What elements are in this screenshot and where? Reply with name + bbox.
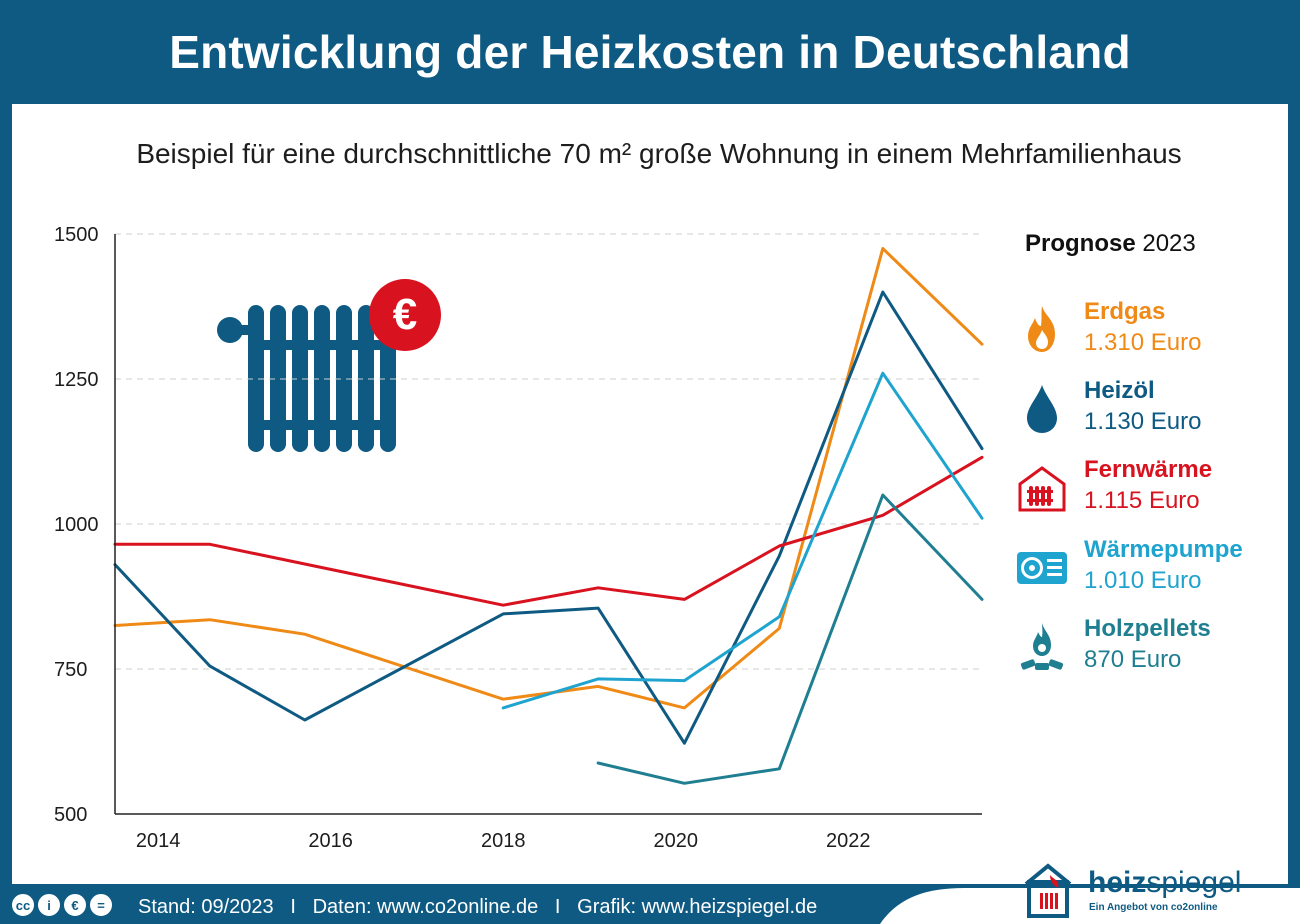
drop-icon: [1027, 385, 1057, 433]
legend-value: 1.130 Euro: [1084, 408, 1202, 435]
legend-title: Prognose 2023: [1025, 230, 1196, 258]
legend-title-year: 2023: [1142, 230, 1196, 257]
district-heating-icon: [1018, 466, 1066, 512]
y-tick-label: 750: [54, 659, 87, 681]
x-tick-label: 2022: [826, 830, 871, 852]
series-line-fernwärme: [113, 455, 984, 607]
legend-name: Wärmepumpe: [1084, 536, 1243, 563]
legend-item-waermepumpe: Wärmepumpe 1.010 Euro: [1015, 536, 1285, 606]
license-icons: cc i € =: [12, 894, 112, 916]
legend-value: 1.310 Euro: [1084, 329, 1202, 356]
legend-value: 1.115 Euro: [1084, 487, 1200, 514]
y-tick-label: 1250: [54, 369, 99, 391]
euro-badge-icon: €: [369, 279, 441, 351]
header-bar: Entwicklung der Heizkosten in Deutschlan…: [0, 0, 1300, 104]
cc-icon: cc: [12, 894, 34, 916]
brand-logo-text: heizspiegel: [1088, 866, 1241, 900]
svg-text:€: €: [393, 290, 417, 339]
house-logo-icon: [1024, 863, 1072, 918]
legend-name: Heizöl: [1084, 377, 1155, 404]
legend-name: Fernwärme: [1084, 456, 1213, 483]
brand-name-bold: heiz: [1088, 866, 1147, 899]
x-tick-label: 2016: [308, 830, 353, 852]
brand-name-light: spiegel: [1146, 866, 1242, 899]
legend-name: Erdgas: [1084, 298, 1166, 325]
legend-item-erdgas: Erdgas 1.310 Euro: [1015, 298, 1285, 368]
legend-item-heizoel: Heizöl 1.130 Euro: [1015, 377, 1285, 447]
legend-title-bold: Prognose: [1025, 230, 1136, 257]
x-tick-label: 2020: [653, 830, 698, 852]
legend-value: 1.010 Euro: [1084, 567, 1202, 594]
noderivs-icon: =: [90, 894, 112, 916]
series-line-wärmepumpe: [501, 371, 984, 710]
legend-value: 870 Euro: [1084, 646, 1182, 673]
y-tick-label: 1000: [54, 514, 99, 536]
attribution-icon: i: [38, 894, 60, 916]
y-tick-label: 500: [54, 804, 87, 826]
wood-fire-icon: [1020, 623, 1064, 670]
legend-name: Holzpellets: [1084, 615, 1211, 642]
series-line-erdgas: [113, 247, 984, 710]
flame-icon: [1028, 306, 1055, 352]
x-tick-label: 2018: [481, 830, 526, 852]
page-title: Entwicklung der Heizkosten in Deutschlan…: [169, 26, 1131, 78]
series-line-heizöl: [113, 290, 984, 745]
legend-item-holzpellets: Holzpellets 870 Euro: [1015, 615, 1285, 685]
series-line-holzpellets: [596, 493, 984, 785]
chart-panel: [12, 104, 1288, 884]
footer-credits: Stand: 09/2023 I Daten: www.co2online.de…: [138, 896, 818, 918]
heat-pump-icon: [1017, 552, 1067, 584]
x-tick-label: 2014: [136, 830, 181, 852]
brand-tagline: Ein Angebot von co2online: [1089, 902, 1218, 913]
noncommercial-icon: €: [64, 894, 86, 916]
y-tick-label: 1500: [54, 224, 99, 246]
chart-subtitle: Beispiel für eine durchschnittliche 70 m…: [136, 138, 1182, 169]
legend-item-fernwaerme: Fernwärme 1.115 Euro: [1015, 456, 1285, 526]
